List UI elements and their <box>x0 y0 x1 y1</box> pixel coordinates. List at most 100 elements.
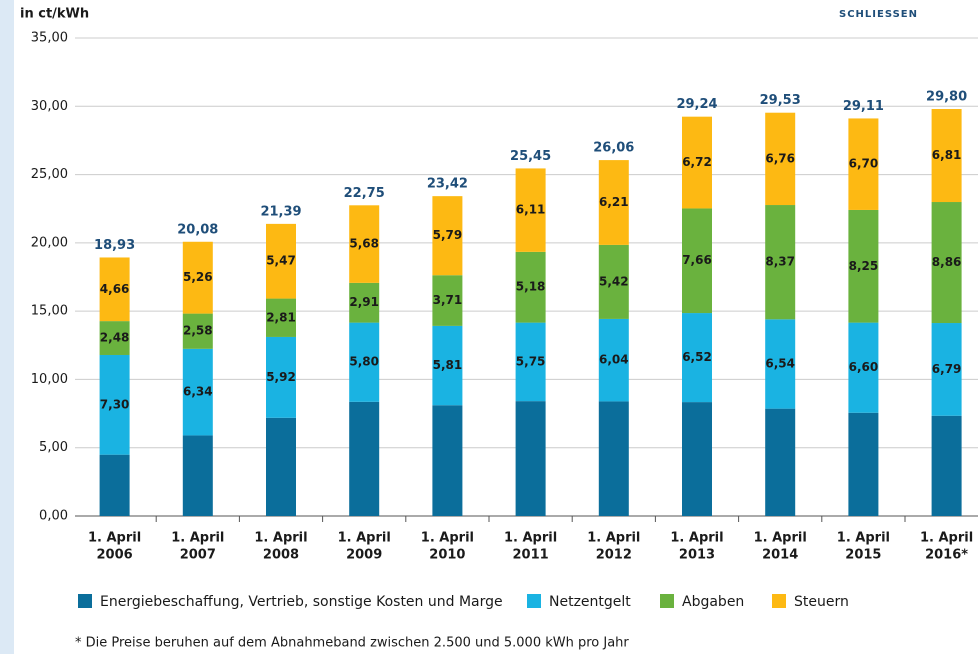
data-label: 8,37 <box>765 255 795 269</box>
bar-segment <box>432 275 463 326</box>
data-label: 8,25 <box>849 259 879 273</box>
bar-segment <box>931 202 962 324</box>
legend-label: Energiebeschaffung, Vertrieb, sonstige K… <box>100 594 503 610</box>
data-label: 5,79 <box>433 228 463 242</box>
total-label: 23,42 <box>427 177 468 192</box>
bar-segment <box>598 160 629 245</box>
bar-segment <box>515 251 546 323</box>
y-tick-label: 30,00 <box>31 99 68 114</box>
bar-segment <box>848 209 879 323</box>
data-label: 5,92 <box>266 370 296 384</box>
data-label: 6,21 <box>599 195 629 209</box>
bar-segment <box>432 405 463 516</box>
y-tick-label: 20,00 <box>31 235 68 250</box>
data-label: 4,66 <box>100 282 130 296</box>
legend-swatch <box>527 594 541 608</box>
data-label: 6,76 <box>765 151 795 165</box>
x-tick-label: 1. April <box>920 531 973 546</box>
x-tick-label: 2006 <box>97 548 133 563</box>
total-label: 25,45 <box>510 149 551 164</box>
bar-segment <box>182 241 213 314</box>
bar-segment <box>515 401 546 516</box>
x-tick-label: 1. April <box>421 531 474 546</box>
bar-segment <box>266 336 296 418</box>
footnote: * Die Preise beruhen auf dem Abnahmeband… <box>75 636 629 651</box>
bar-segment <box>349 322 380 402</box>
bar-segment <box>931 109 962 203</box>
x-tick-label: 1. April <box>587 531 640 546</box>
bar-segment <box>682 208 712 314</box>
total-label: 29,53 <box>760 93 801 108</box>
y-tick-label: 10,00 <box>31 372 68 387</box>
data-label: 6,52 <box>682 350 712 364</box>
total-label: 29,11 <box>843 99 884 114</box>
data-label: 7,30 <box>100 397 130 411</box>
total-label: 22,75 <box>344 186 385 201</box>
data-label: 7,66 <box>682 253 712 267</box>
bar-segment <box>349 401 380 516</box>
legend-swatch <box>772 594 786 608</box>
x-tick-label: 1. April <box>837 531 890 546</box>
bar-segment <box>848 412 879 516</box>
bar-segment <box>848 322 879 413</box>
x-tick-label: 1. April <box>171 531 224 546</box>
bar-segment <box>765 112 796 206</box>
side-strip <box>0 0 14 654</box>
y-axis-label: in ct/kWh <box>20 7 89 22</box>
x-tick-label: 1. April <box>88 531 141 546</box>
x-tick-label: 2007 <box>180 548 216 563</box>
data-label: 6,04 <box>599 353 629 367</box>
data-label: 5,26 <box>183 270 213 284</box>
x-tick-label: 2009 <box>346 548 382 563</box>
y-tick-label: 25,00 <box>31 167 68 182</box>
total-label: 26,06 <box>593 141 634 156</box>
bar-segment <box>598 401 629 516</box>
bar-segment <box>848 118 879 210</box>
bar-segment <box>682 313 712 403</box>
data-label: 5,18 <box>516 280 546 294</box>
x-tick-label: 1. April <box>670 531 723 546</box>
x-tick-label: 2008 <box>263 548 299 563</box>
bar-segment <box>99 354 130 455</box>
bar-segment <box>931 415 962 516</box>
data-label: 6,70 <box>849 157 879 171</box>
data-label: 6,79 <box>932 362 962 376</box>
x-tick-label: 2014 <box>762 548 798 563</box>
total-label: 21,39 <box>260 204 301 219</box>
bar-segment <box>682 402 712 516</box>
bar-segment <box>765 319 796 409</box>
legend-label: Steuern <box>794 594 849 610</box>
bar-segment <box>266 417 296 516</box>
bar-segment <box>99 257 130 322</box>
bar-segment <box>182 313 213 349</box>
bar-segment <box>682 116 712 209</box>
data-label: 6,72 <box>682 155 712 169</box>
x-tick-label: 2010 <box>429 548 465 563</box>
bar-segment <box>182 348 213 436</box>
total-label: 29,80 <box>926 90 967 105</box>
data-label: 6,81 <box>932 148 962 162</box>
total-label: 18,93 <box>94 238 135 253</box>
x-tick-label: 1. April <box>504 531 557 546</box>
x-tick-label: 2012 <box>596 548 632 563</box>
data-label: 2,91 <box>349 295 379 309</box>
data-label: 6,34 <box>183 385 213 399</box>
total-label: 29,24 <box>676 97 717 112</box>
data-label: 5,42 <box>599 274 629 288</box>
bar-segment <box>515 168 546 252</box>
data-label: 5,75 <box>516 354 546 368</box>
data-label: 6,11 <box>516 203 546 217</box>
close-button[interactable]: SCHLIESSEN <box>839 9 918 20</box>
legend-swatch <box>78 594 92 608</box>
bar-segment <box>266 223 296 299</box>
data-label: 5,80 <box>349 355 379 369</box>
data-label: 6,60 <box>849 360 879 374</box>
bar-segment <box>765 408 796 516</box>
legend-label: Abgaben <box>682 594 744 610</box>
bar-segment <box>266 298 296 337</box>
bar-segment <box>515 322 546 402</box>
x-tick-label: 1. April <box>254 531 307 546</box>
data-label: 8,86 <box>932 255 962 269</box>
bar-segment <box>598 244 629 319</box>
